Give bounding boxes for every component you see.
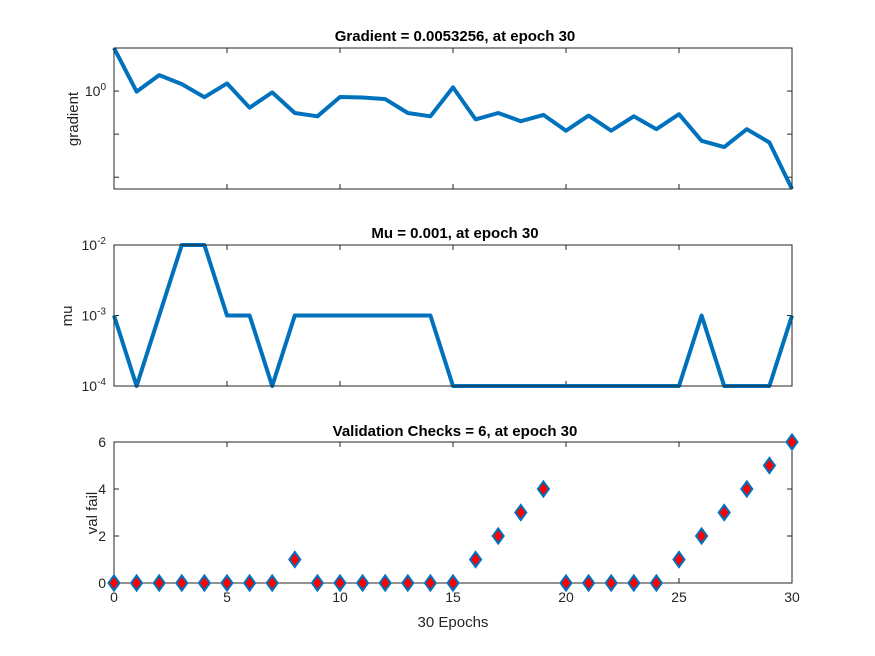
x-tick-label: 5	[223, 589, 231, 605]
val-fail-marker	[288, 550, 302, 569]
val-fail-marker	[220, 573, 234, 593]
val-fail-marker	[740, 479, 754, 499]
mu-ylabel: mu	[59, 306, 76, 327]
val-fail-axes-frame	[113, 441, 793, 584]
val-fail-marker	[694, 526, 709, 546]
val-fail-marker	[355, 573, 370, 593]
y-tick-label: 0	[98, 575, 106, 591]
x-tick-label: 30	[784, 589, 800, 605]
val-fail-title: Validation Checks = 6, at epoch 30	[333, 423, 578, 440]
x-tick-label: 10	[332, 589, 348, 605]
val-fail-marker	[265, 573, 279, 593]
mu-title: Mu = 0.001, at epoch 30	[371, 225, 538, 242]
val-fail-markers	[107, 432, 799, 593]
val-fail-marker	[514, 503, 528, 522]
val-fail-marker	[581, 573, 596, 593]
val-fail-marker	[378, 573, 392, 593]
mu-axes-frame	[113, 244, 793, 387]
x-tick-label: 0	[110, 589, 118, 605]
gradient-axes-frame	[113, 47, 793, 190]
val-fail-marker	[401, 573, 415, 593]
val-fail-marker	[717, 503, 731, 522]
val-fail-marker	[672, 550, 686, 569]
val-fail-panel: Validation Checks = 6, at epoch 30 val f…	[84, 423, 800, 631]
val-fail-marker	[559, 573, 573, 593]
mu-series-line	[112, 243, 794, 388]
val-fail-marker	[333, 573, 347, 593]
val-fail-marker	[242, 573, 257, 593]
y-tick-label: 6	[98, 434, 106, 450]
y-tick-label: 10-4	[82, 377, 107, 394]
gradient-ticks: 100	[85, 47, 793, 189]
y-tick-label: 100	[85, 82, 107, 99]
y-tick-label: 10-3	[82, 307, 107, 324]
val-fail-ylabel: val fail	[84, 492, 101, 535]
x-axis-label: 30 Epochs	[418, 614, 489, 631]
val-fail-marker	[129, 573, 144, 593]
val-fail-marker	[762, 456, 777, 475]
val-fail-marker	[107, 573, 121, 593]
val-fail-marker	[785, 432, 799, 452]
val-fail-marker	[604, 573, 618, 593]
val-fail-marker	[536, 479, 551, 499]
val-fail-marker	[446, 573, 460, 593]
x-tick-label: 20	[558, 589, 574, 605]
gradient-series-line	[112, 47, 794, 190]
val-fail-marker	[491, 526, 505, 546]
val-fail-marker	[310, 573, 325, 593]
gradient-ylabel: gradient	[65, 91, 82, 146]
val-fail-marker	[649, 573, 664, 593]
gradient-title: Gradient = 0.0053256, at epoch 30	[335, 28, 576, 45]
mu-panel: Mu = 0.001, at epoch 30 mu 10-4 10-3 10-2	[59, 225, 794, 394]
val-fail-marker	[468, 550, 483, 569]
gradient-panel: Gradient = 0.0053256, at epoch 30 gradie…	[65, 28, 794, 190]
val-fail-marker	[175, 573, 189, 593]
x-tick-label: 25	[671, 589, 687, 605]
val-fail-marker	[423, 573, 438, 593]
y-tick-label: 10-2	[82, 236, 107, 253]
val-fail-marker	[197, 573, 212, 593]
val-fail-marker	[627, 573, 641, 593]
y-tick-label: 2	[98, 528, 106, 544]
val-fail-marker	[152, 573, 166, 593]
x-tick-label: 15	[445, 589, 461, 605]
y-tick-label: 4	[98, 481, 106, 497]
